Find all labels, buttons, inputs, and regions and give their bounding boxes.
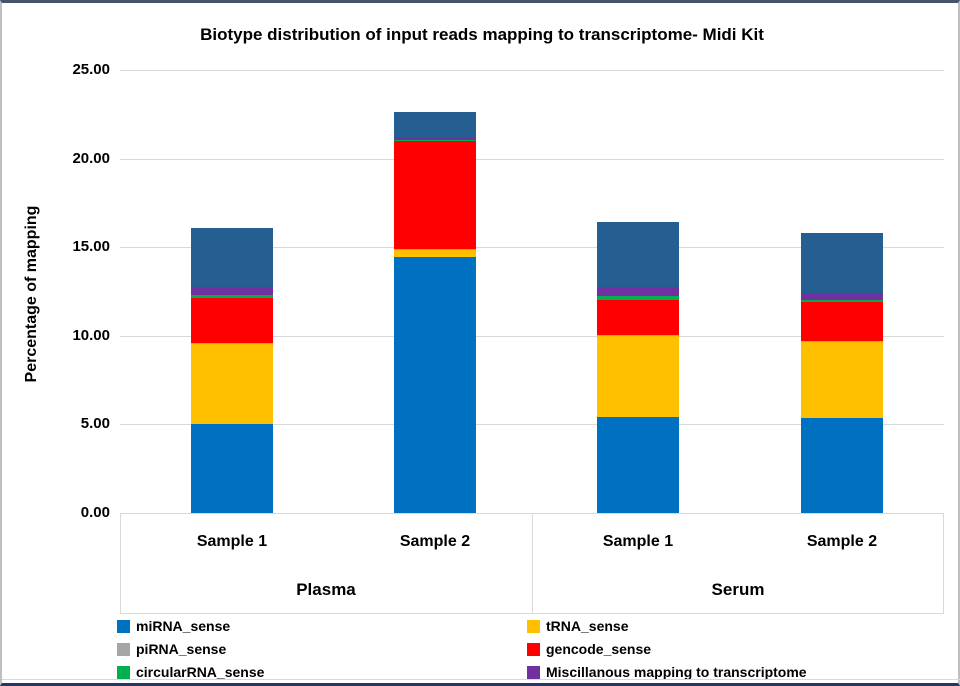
gridline-25.00 bbox=[120, 70, 944, 71]
bar-segment-gencode-sense-serum-sample-1[interactable] bbox=[597, 299, 679, 336]
bar-segment-miscillanous-mapping-to-transcriptome-serum-sample-2[interactable] bbox=[801, 292, 883, 300]
bar-segment-trna-sense-plasma-sample-2[interactable] bbox=[394, 249, 476, 258]
ytick-label-25.00: 25.00 bbox=[72, 61, 110, 78]
bar-segment-trna-sense-plasma-sample-1[interactable] bbox=[191, 343, 273, 424]
bar-segment-circularrna-sense-plasma-sample-1[interactable] bbox=[191, 294, 273, 299]
bar-segment-miscillanous-mapping-to-transcriptome-serum-sample-1[interactable] bbox=[597, 287, 679, 297]
bar-segment-trna-sense-serum-sample-2[interactable] bbox=[801, 342, 883, 419]
bar-segment-unlabeled-top-segment-serum-sample-1[interactable] bbox=[597, 221, 679, 288]
bar-segment-gencode-sense-serum-sample-2[interactable] bbox=[801, 302, 883, 342]
legend-item-mirna-sense[interactable]: miRNA_sense bbox=[117, 618, 230, 634]
bar-segment-unlabeled-top-segment-serum-sample-2[interactable] bbox=[801, 233, 883, 293]
legend-label-trna-sense: tRNA_sense bbox=[546, 618, 629, 634]
chart-bottom-edge-line bbox=[2, 679, 960, 680]
x-label-plasma-sample1: Sample 1 bbox=[196, 533, 268, 550]
bar-segment-circularrna-sense-serum-sample-1[interactable] bbox=[597, 296, 679, 300]
bar-segment-mirna-sense-serum-sample-2[interactable] bbox=[801, 418, 883, 513]
legend-swatch-pirna-sense bbox=[117, 642, 130, 656]
ytick-label-0.00: 0.00 bbox=[80, 504, 110, 521]
legend-swatch-circularrna-sense bbox=[117, 665, 130, 679]
legend-item-miscillanous-mapping-to-transcriptome[interactable]: Miscillanous mapping to transcriptome bbox=[527, 664, 807, 680]
ytick-label-15.00: 15.00 bbox=[72, 238, 110, 256]
legend-label-circularrna-sense: circularRNA_sense bbox=[136, 664, 265, 680]
x-label-serum-sample2: Sample 2 bbox=[806, 533, 878, 550]
gridline-15.00 bbox=[120, 247, 944, 249]
x-label-serum-sample1: Sample 1 bbox=[602, 533, 674, 550]
bar-segment-miscillanous-mapping-to-transcriptome-plasma-sample-2[interactable] bbox=[394, 136, 476, 141]
bar-segment-circularrna-sense-plasma-sample-2[interactable] bbox=[394, 140, 476, 141]
legend-swatch-trna-sense bbox=[527, 619, 540, 633]
legend-label-gencode-sense: gencode_sense bbox=[546, 641, 652, 657]
category-group-divider bbox=[532, 513, 533, 614]
legend-item-gencode-sense[interactable]: gencode_sense bbox=[527, 641, 651, 657]
x-group-label-plasma: Plasma bbox=[296, 580, 356, 599]
bar-segment-unlabeled-top-segment-plasma-sample-1[interactable] bbox=[191, 228, 273, 288]
bar-segment-gencode-sense-plasma-sample-2[interactable] bbox=[394, 140, 476, 249]
bar-segment-mirna-sense-serum-sample-1[interactable] bbox=[597, 417, 679, 513]
ytick-label-10.00: 10.00 bbox=[72, 326, 110, 344]
x-group-label-serum: Serum bbox=[711, 580, 765, 599]
bar-segment-mirna-sense-plasma-sample-1[interactable] bbox=[191, 423, 273, 513]
bar-segment-unlabeled-top-segment-plasma-sample-2[interactable] bbox=[394, 111, 476, 137]
legend-item-trna-sense[interactable]: tRNA_sense bbox=[527, 618, 628, 634]
chart-title: Biotype distribution of input reads mapp… bbox=[200, 25, 764, 44]
x-label-plasma-sample2: Sample 2 bbox=[399, 533, 471, 550]
legend-item-pirna-sense[interactable]: piRNA_sense bbox=[117, 641, 226, 657]
bar-segment-pirna-sense-serum-sample-1[interactable] bbox=[597, 335, 679, 336]
bar-segment-trna-sense-serum-sample-1[interactable] bbox=[597, 335, 679, 418]
gridline-5.00 bbox=[120, 424, 944, 426]
bar-segment-pirna-sense-plasma-sample-1[interactable] bbox=[191, 343, 273, 344]
legend-label-miscillanous-mapping-to-transcriptome: Miscillanous mapping to transcriptome bbox=[546, 664, 807, 680]
bar-segment-pirna-sense-serum-sample-2[interactable] bbox=[801, 341, 883, 342]
gridline-20.00 bbox=[120, 158, 944, 160]
legend-swatch-mirna-sense bbox=[117, 619, 130, 633]
legend-label-pirna-sense: piRNA_sense bbox=[136, 641, 227, 657]
bar-segment-mirna-sense-plasma-sample-2[interactable] bbox=[394, 257, 476, 513]
bar-segment-miscillanous-mapping-to-transcriptome-plasma-sample-1[interactable] bbox=[191, 287, 273, 295]
legend-swatch-miscillanous-mapping-to-transcriptome bbox=[527, 665, 540, 679]
bar-segment-circularrna-sense-serum-sample-2[interactable] bbox=[801, 299, 883, 303]
legend-label-mirna-sense: miRNA_sense bbox=[136, 618, 231, 634]
ytick-label-20.00: 20.00 bbox=[72, 149, 110, 167]
legend-item-circularrna-sense[interactable]: circularRNA_sense bbox=[117, 664, 264, 680]
legend-swatch-gencode-sense bbox=[527, 642, 540, 656]
bar-segment-gencode-sense-plasma-sample-1[interactable] bbox=[191, 298, 273, 344]
gridline-10.00 bbox=[120, 335, 944, 337]
ytick-label-5.00: 5.00 bbox=[80, 415, 110, 433]
